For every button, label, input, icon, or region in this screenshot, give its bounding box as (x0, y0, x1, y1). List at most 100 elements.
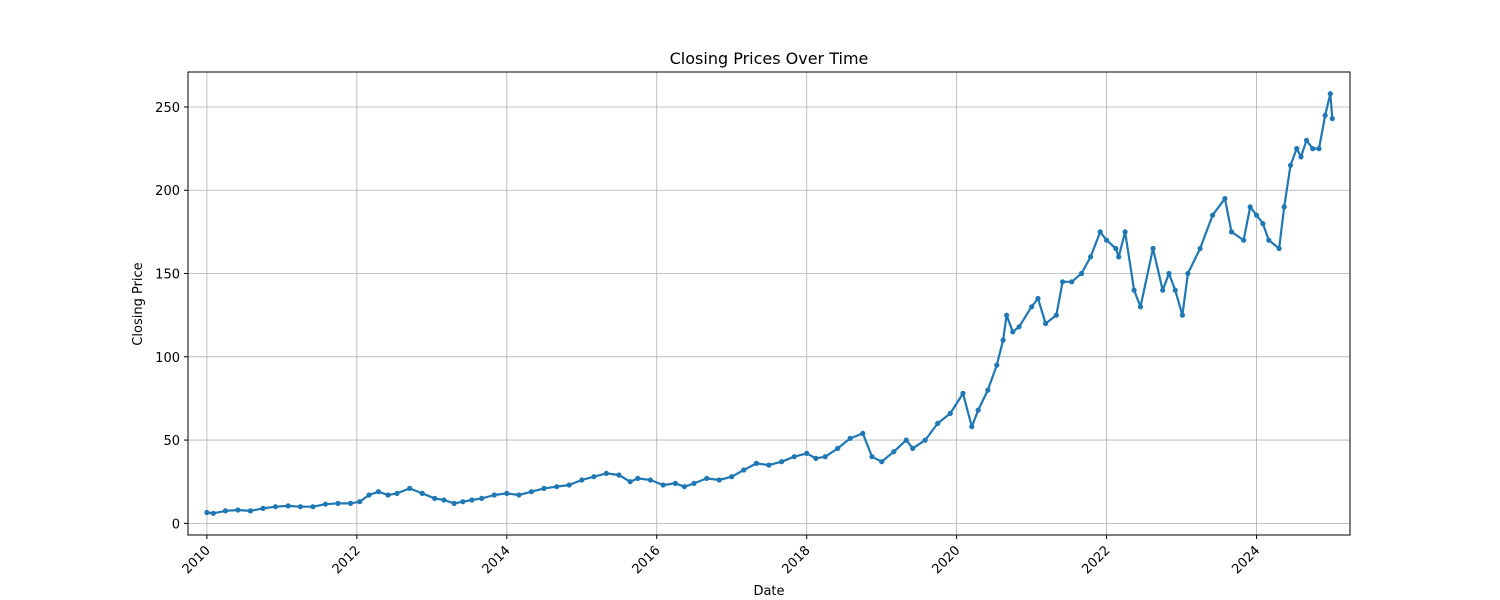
data-point (1287, 162, 1294, 168)
data-point (297, 504, 303, 510)
series-layer (204, 91, 1335, 516)
data-point (822, 454, 828, 460)
plot-area-frame (187, 71, 1351, 536)
data-point (879, 459, 885, 465)
data-point (960, 390, 966, 396)
data-point (647, 477, 654, 483)
data-point (1298, 154, 1304, 160)
data-point (222, 508, 228, 514)
data-point (616, 472, 622, 478)
data-point (1150, 245, 1156, 252)
data-point (1281, 204, 1287, 210)
data-point (579, 477, 585, 483)
data-point (672, 480, 679, 486)
data-point (347, 500, 354, 506)
data-point (1035, 295, 1041, 302)
data-point (1043, 320, 1049, 327)
data-point (1294, 146, 1300, 152)
data-point (1104, 237, 1110, 243)
y-tick-label: 0 (172, 517, 180, 532)
data-point (591, 474, 597, 480)
data-point (460, 499, 466, 505)
data-point (935, 420, 941, 426)
data-point (603, 470, 610, 476)
y-tick-label: 100 (155, 351, 180, 366)
y-tick-label: 250 (155, 101, 180, 116)
data-point (741, 467, 747, 473)
data-point (1053, 312, 1059, 318)
data-point (847, 435, 853, 441)
data-point (1316, 146, 1322, 152)
data-point (1113, 245, 1119, 252)
data-point (419, 490, 425, 496)
data-point (716, 477, 722, 483)
data-point (869, 454, 875, 460)
data-point (1160, 287, 1166, 293)
data-point (860, 430, 866, 436)
data-point (635, 475, 641, 481)
data-point (1310, 146, 1316, 152)
grid-lines (188, 72, 1350, 535)
data-point (541, 485, 547, 491)
data-point (491, 492, 497, 498)
data-point (469, 497, 475, 503)
chart-title: Closing Prices Over Time (670, 49, 869, 68)
data-point (479, 495, 485, 501)
data-point (1000, 337, 1006, 343)
data-point (1253, 212, 1260, 218)
data-point (385, 492, 391, 498)
data-point (1078, 270, 1085, 277)
data-point (1228, 229, 1235, 235)
data-point (1029, 304, 1035, 310)
data-point (1185, 270, 1191, 277)
data-point (1197, 245, 1203, 252)
data-point (1016, 324, 1022, 330)
data-point (1116, 254, 1122, 260)
y-tick-label: 50 (163, 434, 180, 449)
data-point (660, 482, 666, 488)
data-point (1303, 137, 1310, 143)
data-point (1222, 196, 1228, 202)
data-point (1069, 279, 1075, 285)
data-point (1088, 254, 1094, 260)
data-point (922, 437, 928, 443)
data-point (903, 437, 909, 443)
data-point (407, 485, 413, 491)
data-point (235, 507, 241, 513)
y-tick-label: 200 (155, 184, 180, 199)
data-point (335, 500, 341, 506)
y-axis-ticks: 0 50 100 150 200 250 (155, 101, 188, 532)
data-point (1266, 237, 1272, 243)
data-point (394, 490, 400, 496)
data-point (1060, 279, 1066, 285)
data-point (375, 489, 381, 495)
data-point (835, 445, 841, 451)
data-point (753, 460, 760, 466)
y-axis-label: Closing Price (131, 262, 146, 345)
data-point (528, 489, 535, 495)
data-point (947, 410, 953, 416)
data-point (791, 454, 797, 460)
data-point (210, 510, 216, 516)
data-point (985, 387, 991, 393)
y-tick-label: 150 (155, 268, 180, 283)
x-axis-label: Date (753, 584, 784, 599)
data-point (704, 475, 710, 481)
data-point (432, 495, 438, 501)
data-point (1122, 229, 1128, 235)
data-point (1276, 245, 1282, 252)
data-point (1327, 91, 1333, 97)
data-point (1166, 270, 1172, 277)
data-point (504, 490, 510, 496)
data-point (969, 424, 975, 430)
data-point (910, 445, 916, 451)
data-point (357, 499, 363, 505)
data-point (1247, 204, 1253, 210)
data-point (247, 508, 253, 514)
data-point (366, 492, 372, 498)
data-point (627, 479, 633, 485)
data-point (260, 505, 266, 511)
data-point (1137, 304, 1144, 310)
